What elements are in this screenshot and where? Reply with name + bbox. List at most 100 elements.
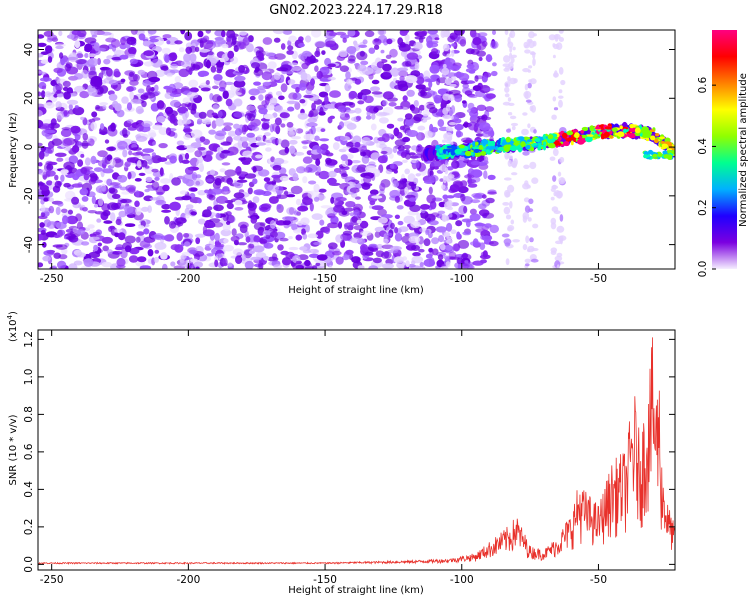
noise-blob	[207, 51, 214, 56]
noise-blob	[120, 78, 126, 83]
noise-blob	[396, 131, 403, 139]
noise-blob	[177, 106, 189, 114]
noise-blob	[291, 223, 298, 231]
streak-blob	[442, 93, 451, 101]
noise-blob	[188, 187, 198, 192]
streak-blob	[439, 243, 446, 251]
noise-blob	[374, 105, 384, 111]
noise-blob	[487, 174, 496, 180]
noise-blob	[362, 39, 368, 45]
noise-blob	[188, 79, 199, 88]
noise-blob	[226, 136, 233, 144]
streak-blob	[530, 247, 539, 252]
noise-blob	[329, 115, 336, 120]
noise-blob	[93, 204, 99, 208]
noise-blob	[253, 68, 264, 77]
noise-blob	[227, 262, 233, 267]
noise-blob	[431, 48, 439, 55]
streak-blob	[450, 76, 457, 81]
noise-blob	[145, 176, 153, 183]
noise-blob	[329, 31, 337, 37]
noise-blob	[174, 40, 183, 45]
streak-blob	[450, 49, 455, 57]
noise-blob	[327, 76, 336, 81]
noise-blob	[406, 52, 419, 60]
noise-blob	[226, 214, 235, 224]
noise-blob	[426, 90, 436, 96]
noise-blob	[311, 30, 322, 38]
noise-blob	[219, 168, 226, 173]
noise-blob	[404, 186, 409, 195]
noise-blob	[75, 59, 87, 65]
noise-blob	[481, 40, 488, 47]
streak-blob	[549, 156, 556, 161]
streak-blob	[507, 97, 512, 102]
noise-blob	[40, 204, 46, 213]
spec-x-label: -250	[40, 273, 64, 285]
noise-blob	[215, 117, 224, 127]
noise-blob	[466, 108, 477, 114]
spectrogram-frame	[37, 29, 676, 270]
noise-blob	[295, 198, 302, 206]
noise-blob	[241, 253, 246, 262]
noise-blob	[211, 248, 217, 255]
noise-blob	[137, 256, 147, 263]
streak-blob	[551, 114, 557, 120]
noise-blob	[313, 241, 322, 246]
streak-blob	[553, 70, 558, 78]
noise-blob	[116, 257, 126, 267]
noise-blob	[286, 100, 299, 104]
spectrogram-signal-band	[422, 121, 675, 162]
noise-blob	[255, 142, 267, 146]
noise-blob	[126, 102, 133, 111]
noise-blob	[371, 79, 380, 85]
noise-blob	[200, 37, 208, 41]
noise-blob	[143, 228, 150, 235]
noise-blob	[295, 86, 300, 93]
noise-blob	[356, 257, 361, 265]
noise-blob	[247, 187, 253, 195]
noise-blob	[40, 59, 49, 64]
noise-blob	[297, 205, 309, 212]
noise-blob	[84, 37, 97, 44]
noise-blob	[236, 179, 248, 183]
noise-blob	[470, 115, 477, 121]
noise-blob	[336, 135, 346, 141]
streak-blob	[532, 51, 536, 59]
signal-blob	[464, 150, 472, 157]
noise-blob	[250, 118, 262, 127]
noise-blob	[197, 190, 206, 196]
noise-blob	[210, 188, 223, 195]
noise-blob	[275, 194, 288, 200]
noise-blob	[216, 68, 222, 74]
noise-blob	[51, 138, 63, 146]
streak-blob	[554, 190, 561, 197]
noise-blob	[201, 39, 214, 49]
noise-blob	[269, 231, 278, 238]
noise-blob	[490, 40, 499, 49]
signal-blob	[547, 142, 556, 149]
noise-blob	[271, 138, 279, 145]
noise-blob	[332, 250, 342, 256]
noise-blob	[304, 259, 311, 267]
streak-blob	[503, 177, 512, 181]
noise-blob	[219, 58, 225, 63]
signal-blob	[650, 135, 656, 141]
signal-blob	[475, 141, 479, 146]
noise-blob	[217, 110, 223, 119]
noise-blob	[60, 128, 72, 138]
noise-blob	[484, 223, 492, 229]
noise-blob	[288, 92, 298, 100]
streak-blob	[511, 54, 517, 58]
noise-blob	[107, 202, 119, 211]
noise-blob	[410, 221, 421, 229]
noise-blob	[264, 132, 271, 137]
noise-blob	[106, 67, 113, 77]
signal-blob	[454, 148, 462, 155]
noise-blob	[306, 122, 318, 127]
noise-blob	[458, 73, 470, 81]
noise-blob	[79, 91, 90, 99]
noise-blob	[161, 209, 172, 213]
colorbar-ticks: 0.0 0.2 0.4 0.6	[697, 76, 716, 277]
noise-blob	[442, 194, 449, 200]
